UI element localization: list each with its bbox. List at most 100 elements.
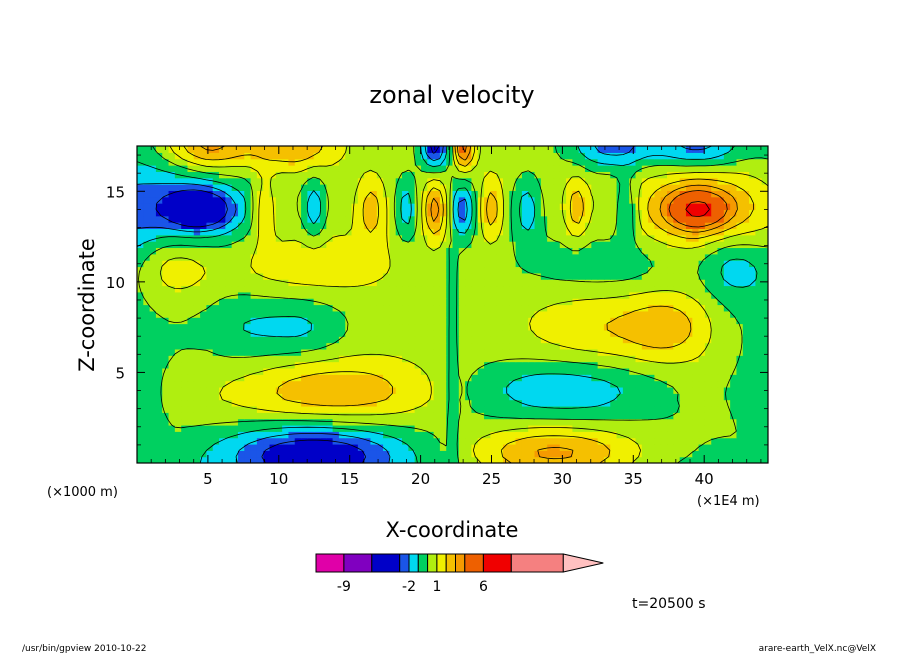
heatmap-cell <box>578 437 586 445</box>
heatmap-cell <box>137 412 144 420</box>
heatmap-cell <box>566 203 573 210</box>
heatmap-cell <box>667 222 674 230</box>
heatmap-cell <box>433 386 441 394</box>
heatmap-cell <box>465 190 473 198</box>
heatmap-cell <box>692 456 700 463</box>
heatmap-cell <box>162 222 170 230</box>
heatmap-cell <box>174 272 182 280</box>
heatmap-cell <box>275 279 283 287</box>
heatmap-cell <box>509 405 517 413</box>
heatmap-cell <box>294 291 302 299</box>
heatmap-cell <box>692 393 700 401</box>
heatmap-cell <box>736 342 744 350</box>
heatmap-cell <box>534 209 542 217</box>
heatmap-cell <box>603 285 611 293</box>
heatmap-cell <box>219 412 226 420</box>
heatmap-cell <box>610 209 618 217</box>
heatmap-cell <box>237 405 245 413</box>
heatmap-cell <box>616 228 624 236</box>
heatmap-cell <box>742 431 750 439</box>
heatmap-cell <box>313 247 321 255</box>
heatmap-cell <box>439 412 447 420</box>
heatmap-cell <box>256 348 264 356</box>
heatmap-cell <box>408 190 416 198</box>
heatmap-cell <box>357 329 365 337</box>
heatmap-cell <box>660 222 668 230</box>
heatmap-cell <box>616 209 624 217</box>
heatmap-cell <box>357 196 365 204</box>
heatmap-cell <box>212 336 220 344</box>
heatmap-cell <box>452 304 460 312</box>
heatmap-cell <box>610 184 618 191</box>
heatmap-cell <box>509 386 517 394</box>
heatmap-cell <box>326 336 334 344</box>
heatmap-cell <box>389 190 397 198</box>
heatmap-cell <box>206 437 214 445</box>
heatmap-cell <box>749 374 756 382</box>
heatmap-cell <box>723 412 731 420</box>
heatmap-cell <box>149 437 157 445</box>
heatmap-cell <box>496 336 504 344</box>
heatmap-cell <box>137 298 144 306</box>
heatmap-cell <box>244 279 252 287</box>
heatmap-cell <box>427 291 435 299</box>
heatmap-cell <box>433 171 441 179</box>
heatmap-cell <box>458 317 466 325</box>
heatmap-cell <box>326 317 334 325</box>
heatmap-cell <box>383 437 390 445</box>
heatmap-cell <box>749 437 756 445</box>
heatmap-cell <box>143 177 151 185</box>
heatmap-cell <box>484 291 491 299</box>
heatmap-cell <box>193 285 201 293</box>
heatmap-cell <box>458 367 466 375</box>
heatmap-cell <box>364 424 372 432</box>
heatmap-cell <box>294 317 302 325</box>
heatmap-cell <box>496 241 504 249</box>
heatmap-cell <box>509 285 517 293</box>
heatmap-cell <box>521 317 529 325</box>
heatmap-cell <box>660 418 668 426</box>
heatmap-cell <box>597 165 605 172</box>
heatmap-cell <box>402 196 409 204</box>
heatmap-cell <box>155 209 163 217</box>
heatmap-cell <box>395 393 403 401</box>
heatmap-cell <box>383 279 390 287</box>
heatmap-cell <box>648 437 656 445</box>
heatmap-cell <box>692 203 700 210</box>
heatmap-cell <box>553 260 561 268</box>
heatmap-cell <box>408 222 416 230</box>
heatmap-cell <box>667 405 674 413</box>
heatmap-cell <box>174 234 182 242</box>
heatmap-cell <box>193 260 201 268</box>
heatmap-cell <box>219 336 226 344</box>
heatmap-cell <box>288 399 296 407</box>
heatmap-cell <box>168 228 176 236</box>
heatmap-cell <box>477 317 485 325</box>
heatmap-cell <box>376 437 384 445</box>
heatmap-cell <box>168 336 176 344</box>
heatmap-cell <box>673 361 681 369</box>
heatmap-cell <box>603 215 611 223</box>
heatmap-cell <box>446 279 454 287</box>
heatmap-cell <box>597 260 605 268</box>
heatmap-cell <box>338 253 346 261</box>
heatmap-cell <box>660 177 668 185</box>
heatmap-cell <box>742 443 750 451</box>
heatmap-cell <box>307 222 315 230</box>
heatmap-cell <box>307 336 315 344</box>
heatmap-cell <box>711 329 719 337</box>
heatmap-cell <box>452 209 460 217</box>
heatmap-cell <box>187 367 195 375</box>
heatmap-cell <box>237 317 245 325</box>
heatmap-cell <box>275 272 283 280</box>
heatmap-cell <box>736 399 744 407</box>
heatmap-cell <box>389 253 397 261</box>
heatmap-cell <box>370 336 378 344</box>
heatmap-cell <box>749 317 756 325</box>
heatmap-cell <box>345 456 353 463</box>
heatmap-cell <box>187 380 195 388</box>
heatmap-cell <box>301 323 308 331</box>
heatmap-cell <box>364 171 372 179</box>
heatmap-cell <box>200 386 208 394</box>
heatmap-cell <box>263 361 271 369</box>
